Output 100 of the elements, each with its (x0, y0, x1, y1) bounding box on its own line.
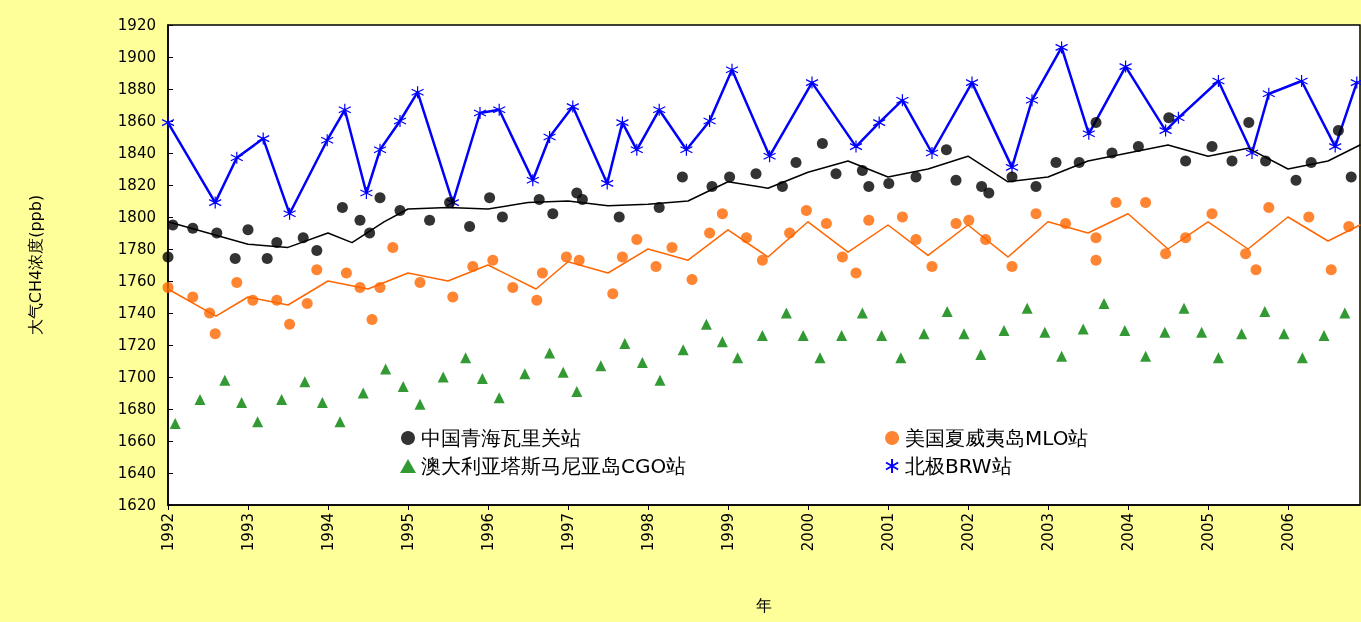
point (316, 397, 328, 409)
point (1290, 174, 1302, 186)
point (1245, 146, 1259, 160)
point (161, 116, 175, 130)
point (1296, 352, 1308, 364)
point (566, 100, 580, 114)
point (519, 368, 531, 380)
point (600, 176, 614, 190)
point (208, 196, 222, 210)
point (830, 168, 842, 180)
point (716, 336, 728, 348)
point (595, 360, 607, 372)
point (975, 349, 987, 361)
x-tick-label: 1999 (719, 513, 737, 552)
point (414, 398, 426, 410)
point (910, 171, 922, 183)
point (242, 224, 254, 236)
y-tick-label: 1820 (117, 176, 156, 194)
point (424, 214, 436, 226)
point (941, 305, 953, 317)
point (336, 201, 348, 213)
point (965, 76, 979, 90)
y-tick-label: 1740 (117, 304, 156, 322)
point (1025, 93, 1039, 107)
x-tick-label: 2002 (959, 513, 977, 552)
point (334, 416, 346, 428)
point (374, 192, 386, 204)
point (276, 393, 288, 405)
point (1278, 328, 1290, 340)
point (816, 137, 828, 149)
y-tick-label: 1760 (117, 272, 156, 290)
point (700, 318, 712, 330)
point (1077, 323, 1089, 335)
point (1171, 111, 1185, 125)
point (1262, 87, 1276, 101)
x-tick-label: 2005 (1199, 513, 1217, 552)
point (1339, 307, 1351, 319)
point (320, 133, 334, 147)
y-tick-label: 1640 (117, 464, 156, 482)
legend-label: 澳大利亚塔斯马尼亚岛CGO站 (421, 454, 687, 478)
point (636, 357, 648, 369)
point (493, 392, 505, 404)
point (836, 329, 848, 341)
point (1212, 352, 1224, 364)
point (797, 329, 809, 341)
point (849, 140, 863, 154)
x-tick-label: 2000 (799, 513, 817, 552)
y-tick-label: 1920 (117, 16, 156, 34)
point (895, 93, 909, 107)
point (473, 106, 487, 120)
point (983, 187, 995, 199)
point (814, 352, 826, 364)
x-tick-label: 1992 (159, 513, 177, 552)
legend-label: 北极BRW站 (905, 454, 1012, 478)
point (1021, 302, 1033, 314)
point (357, 387, 369, 399)
point (1295, 74, 1309, 88)
point (1259, 305, 1271, 317)
point (544, 347, 556, 359)
point (1056, 350, 1068, 362)
point (1090, 117, 1102, 129)
point (299, 376, 311, 388)
point (283, 207, 297, 221)
point (162, 251, 174, 263)
point (613, 211, 625, 223)
point (194, 393, 206, 405)
y-tick-label: 1880 (117, 80, 156, 98)
point (1196, 326, 1208, 338)
point (725, 63, 739, 77)
point (750, 168, 762, 180)
x-tick-label: 1997 (559, 513, 577, 552)
point (1180, 155, 1192, 167)
point (397, 381, 409, 393)
point (1132, 141, 1144, 153)
point (236, 397, 248, 409)
point (724, 171, 736, 183)
point (464, 221, 476, 233)
point (630, 143, 644, 157)
point (654, 374, 666, 386)
x-tick-label: 1998 (639, 513, 657, 552)
point (1030, 181, 1042, 193)
point (763, 149, 777, 163)
x-axis-title: 年 (756, 595, 772, 615)
point (460, 352, 472, 364)
point (1119, 325, 1131, 337)
point (756, 329, 768, 341)
point (1206, 141, 1218, 153)
point (393, 114, 407, 128)
point (1005, 160, 1019, 174)
y-tick-label: 1720 (117, 336, 156, 354)
point (543, 130, 557, 144)
x-tick-label: 1995 (399, 513, 417, 552)
point (615, 116, 629, 130)
y-tick-label: 1700 (117, 368, 156, 386)
point (1332, 125, 1344, 137)
point (790, 157, 802, 169)
y-tick-label: 1780 (117, 240, 156, 258)
point (918, 328, 930, 340)
point (380, 363, 392, 375)
point (679, 143, 693, 157)
